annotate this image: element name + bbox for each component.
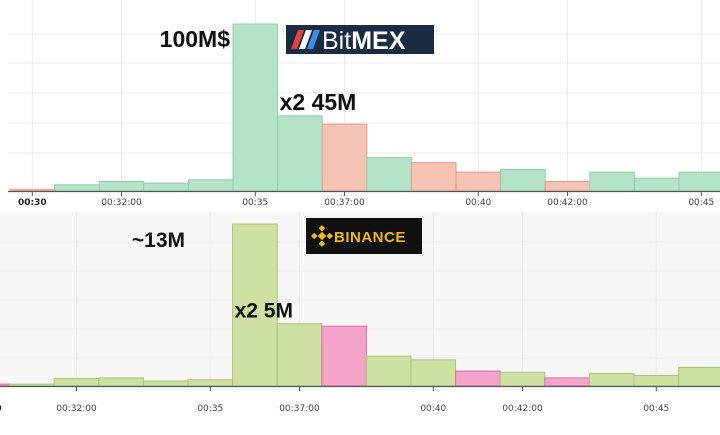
volume-bar	[98, 180, 145, 192]
volume-bar	[500, 168, 546, 192]
volume-bar	[54, 184, 100, 192]
volume-bar	[678, 366, 720, 387]
volume-bar	[365, 355, 412, 387]
volume-bar	[143, 182, 189, 192]
volume-bar	[589, 171, 635, 192]
volume-bar	[633, 177, 680, 192]
volume-bar	[321, 123, 368, 192]
bitmex-slashes-icon	[291, 30, 320, 49]
x-tick-label: 00:40	[420, 404, 446, 414]
binance-logo: BINANCE	[306, 218, 422, 254]
x-tick-label: 00:37:00	[324, 198, 365, 208]
volume-bar	[455, 370, 501, 387]
x-tick-label: 00:45	[643, 404, 669, 414]
annotation-label: 100M$	[160, 26, 231, 52]
volume-bar	[0, 383, 11, 387]
volume-bar	[588, 373, 635, 387]
bitmex-logo: BitMEX	[286, 25, 434, 55]
volume-bar	[277, 115, 323, 192]
volume-bar	[410, 162, 457, 192]
volume-bar	[9, 188, 56, 192]
binance-volume-panel: 00:30 00:32:00 00:35 00:37:00 00:40 00:42:00 0…	[0, 212, 720, 414]
x-tick-label: 00:35	[242, 198, 268, 208]
volume-bar	[98, 377, 144, 387]
volume-bar	[410, 359, 457, 387]
x-tick-label: 00:30	[0, 404, 2, 414]
volume-bar	[544, 377, 590, 387]
x-tick-label: 00:32:00	[56, 404, 97, 414]
x-tick-label: 00:32:00	[101, 198, 142, 208]
volume-bar	[321, 325, 367, 387]
volume-bar	[53, 378, 100, 387]
volume-bar	[499, 371, 546, 387]
volume-bar	[366, 157, 412, 192]
volume-bar	[232, 23, 279, 192]
x-tick-label: 00:40	[465, 198, 491, 208]
annotation-label: ~13M	[132, 229, 185, 252]
volume-bar	[544, 180, 591, 192]
annotation-label: x2 5M	[235, 300, 293, 323]
volume-bar	[187, 379, 234, 387]
volume-bar	[455, 171, 502, 192]
x-tick-label: 00:42:00	[502, 404, 543, 414]
x-tick-label: 00:30	[18, 198, 47, 208]
volume-bar	[232, 223, 278, 387]
bitmex-logo-text: BitMEX	[322, 27, 406, 55]
x-tick-label: 00:45	[688, 198, 714, 208]
volume-bar	[678, 171, 720, 192]
volume-bar	[142, 380, 189, 387]
volume-bar	[187, 179, 234, 192]
volume-bar	[633, 374, 680, 387]
volume-bar	[276, 323, 323, 387]
x-tick-label: 00:35	[197, 404, 223, 414]
annotation-label: x2 45M	[280, 89, 357, 115]
x-tick-label: 00:42:00	[547, 198, 588, 208]
volume-bar	[9, 383, 55, 387]
x-tick-label: 00:37:00	[279, 404, 320, 414]
binance-logo-text: BINANCE	[334, 229, 406, 246]
